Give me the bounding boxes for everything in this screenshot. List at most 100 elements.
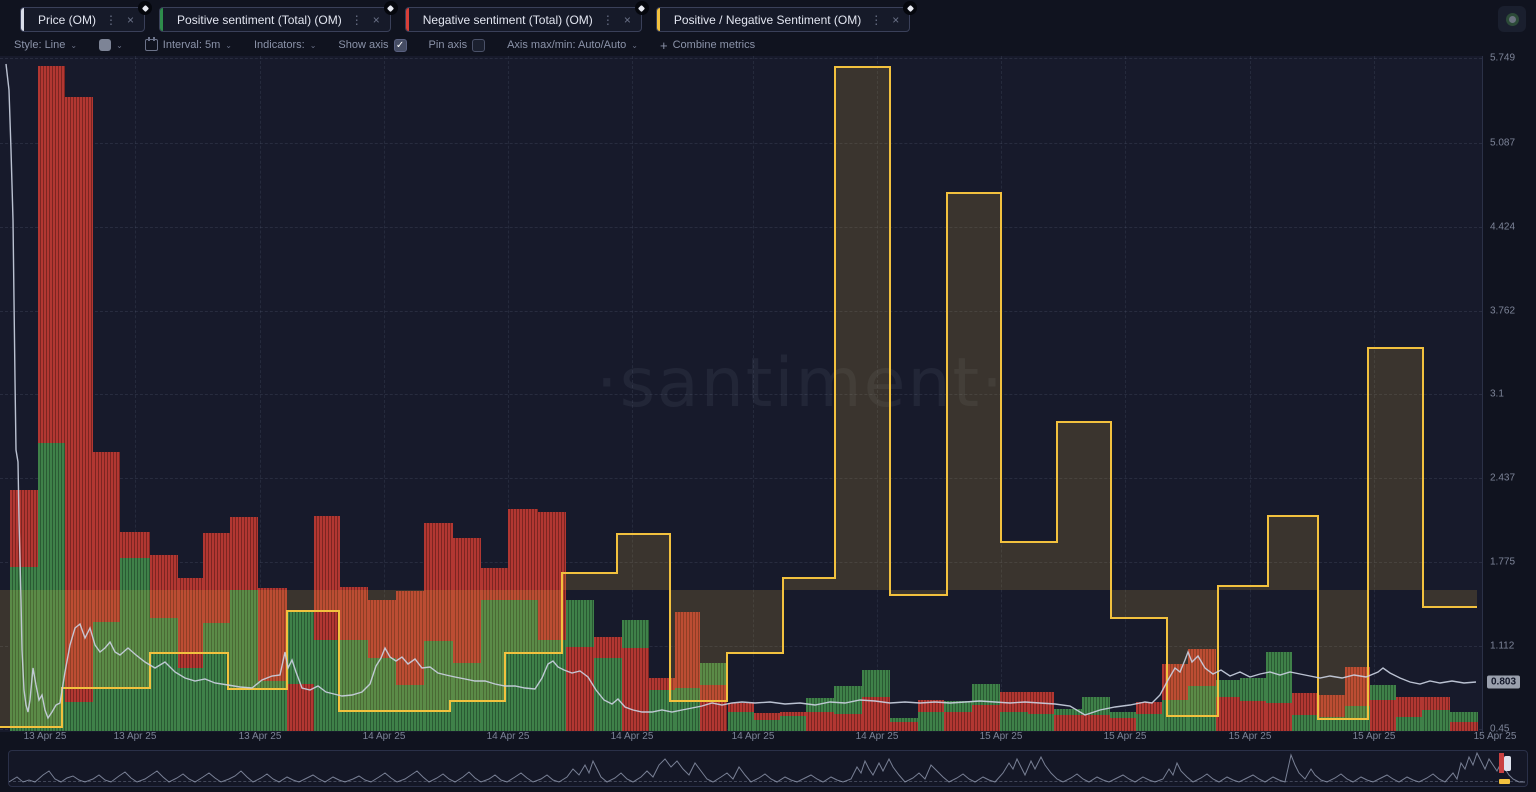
price-line	[5, 63, 1477, 720]
kebab-menu-icon[interactable]: ⋮	[105, 12, 117, 27]
metric-color-strip	[656, 8, 660, 31]
handle-yellow-tick	[1499, 779, 1510, 784]
ratio-step-line	[287, 610, 339, 612]
pin-axis-toggle[interactable]: Pin axis	[428, 38, 486, 52]
lock-badge-icon	[903, 1, 918, 15]
metric-tab-3[interactable]: Negative sentiment (Total) (OM) ⋮ ×	[404, 1, 649, 32]
price-axis-tick-label: 1.775	[1490, 556, 1516, 568]
ratio-step-connector	[286, 610, 288, 690]
ratio-step-line	[1318, 718, 1368, 720]
positive-sentiment-bar	[203, 623, 230, 731]
ratio-area-fill	[562, 572, 617, 590]
ratio-step-connector	[1166, 617, 1168, 717]
positive-sentiment-bar	[340, 640, 368, 731]
time-axis-tick-label: 14 Apr 25	[486, 731, 530, 742]
ratio-step-connector	[1267, 515, 1269, 587]
ratio-area-fill	[62, 590, 150, 687]
close-icon[interactable]: ×	[623, 12, 631, 27]
ratio-step-connector	[889, 66, 891, 596]
ratio-step-line	[450, 700, 505, 702]
time-axis-tick-label: 14 Apr 25	[855, 731, 899, 742]
chevron-down-icon: ⌄	[309, 40, 317, 50]
ratio-step-line	[1057, 421, 1111, 423]
time-axis-tick-label: 13 Apr 25	[113, 731, 157, 742]
lock-badge-icon	[634, 1, 649, 15]
ratio-step-line	[1218, 585, 1268, 587]
show-axis-label: Show axis	[338, 39, 389, 51]
ratio-area-fill	[1423, 590, 1477, 606]
ratio-step-line	[505, 652, 562, 654]
metric-color-strip	[160, 8, 164, 31]
time-axis-tick-label: 13 Apr 25	[23, 731, 67, 742]
positive-sentiment-bar	[38, 443, 65, 731]
time-axis-tick-label: 15 Apr 25	[1103, 731, 1147, 742]
interval-select[interactable]: Interval: 5m ⌄	[144, 37, 232, 51]
diamond-glyph	[638, 4, 646, 12]
vertical-gridline	[1374, 56, 1375, 732]
negative-sentiment-bar	[287, 684, 314, 731]
vertical-gridline	[384, 56, 385, 732]
positive-sentiment-bar	[120, 558, 150, 731]
settings-button[interactable]	[1498, 6, 1526, 32]
ratio-step-line	[783, 577, 835, 579]
metric-tab-1[interactable]: Price (OM) ⋮ ×	[20, 1, 153, 32]
positive-sentiment-bar	[754, 720, 780, 731]
show-axis-checkbox[interactable]: ✓	[393, 38, 407, 52]
chevron-down-icon: ⌄	[70, 40, 78, 50]
indicators-select[interactable]: Indicators: ⌄	[254, 39, 316, 51]
ratio-area-fill	[1268, 515, 1318, 590]
ratio-step-connector	[669, 533, 671, 702]
color-picker[interactable]: ⌄	[99, 39, 123, 51]
ratio-step-line	[0, 726, 62, 728]
metric-tab-label: Positive / Negative Sentiment (OM)	[673, 12, 862, 27]
metric-tab-4[interactable]: Positive / Negative Sentiment (OM) ⋮ ×	[655, 1, 918, 32]
color-swatch	[99, 39, 112, 51]
close-icon[interactable]: ×	[127, 12, 135, 27]
ratio-area-fill	[617, 533, 670, 590]
pin-axis-checkbox[interactable]	[472, 38, 486, 52]
price-axis[interactable]: 5.749 5.087 4.424 3.762 3.1 2.437 1.775 1.112 0.…	[1482, 53, 1536, 735]
horizontal-gridline	[0, 227, 1482, 228]
kebab-menu-icon[interactable]: ⋮	[870, 12, 883, 27]
show-axis-toggle[interactable]: Show axis ✓	[338, 38, 407, 52]
ratio-area-fill	[1218, 585, 1268, 590]
negative-sentiment-bar	[1082, 715, 1110, 731]
check-icon: ✓	[395, 39, 405, 51]
time-axis: 13 Apr 25 13 Apr 25 13 Apr 25 14 Apr 25 14 A…	[0, 731, 1536, 748]
positive-sentiment-bar	[178, 668, 203, 731]
combine-metrics-button[interactable]: + Combine metrics	[660, 38, 755, 53]
minimap-range-selector[interactable]	[8, 750, 1528, 787]
positive-sentiment-bar	[1188, 686, 1216, 731]
pin-axis-label: Pin axis	[428, 39, 468, 51]
axis-maxmin-label: Axis max/min: Auto/Auto	[507, 39, 627, 51]
chart-area[interactable]: ·santiment·	[0, 56, 1482, 732]
positive-sentiment-bar	[10, 567, 38, 731]
axis-maxmin-select[interactable]: Axis max/min: Auto/Auto ⌄	[507, 39, 638, 51]
kebab-menu-icon[interactable]: ⋮	[350, 12, 363, 27]
metric-tab-2[interactable]: Positive sentiment (Total) (OM) ⋮ ×	[159, 1, 398, 32]
metric-tab-label: Negative sentiment (Total) (OM)	[422, 12, 593, 27]
ratio-step-connector	[338, 610, 340, 712]
vertical-gridline	[753, 56, 754, 732]
combine-metrics-label: Combine metrics	[672, 39, 756, 51]
ratio-step-connector	[616, 533, 618, 574]
style-select[interactable]: Style: Line ⌄	[14, 39, 77, 51]
ratio-step-connector	[1367, 347, 1369, 720]
positive-sentiment-bar	[368, 658, 396, 731]
ratio-area-fill	[1001, 541, 1057, 590]
ratio-area-fill	[1318, 590, 1368, 718]
kebab-menu-icon[interactable]: ⋮	[601, 12, 614, 27]
horizontal-gridline	[0, 143, 1482, 144]
negative-sentiment-bar	[1240, 701, 1266, 731]
handle-grip	[1504, 756, 1511, 771]
santiment-watermark: ·santiment·	[596, 344, 1005, 423]
close-icon[interactable]: ×	[372, 12, 380, 27]
negative-sentiment-bar	[1216, 697, 1240, 731]
close-icon[interactable]: ×	[892, 12, 900, 27]
positive-sentiment-bar	[538, 640, 566, 731]
ratio-area-fill	[150, 590, 228, 652]
horizontal-gridline	[0, 646, 1482, 647]
ratio-step-connector	[504, 652, 506, 702]
vertical-gridline	[135, 56, 136, 732]
ratio-area-fill	[228, 590, 287, 688]
